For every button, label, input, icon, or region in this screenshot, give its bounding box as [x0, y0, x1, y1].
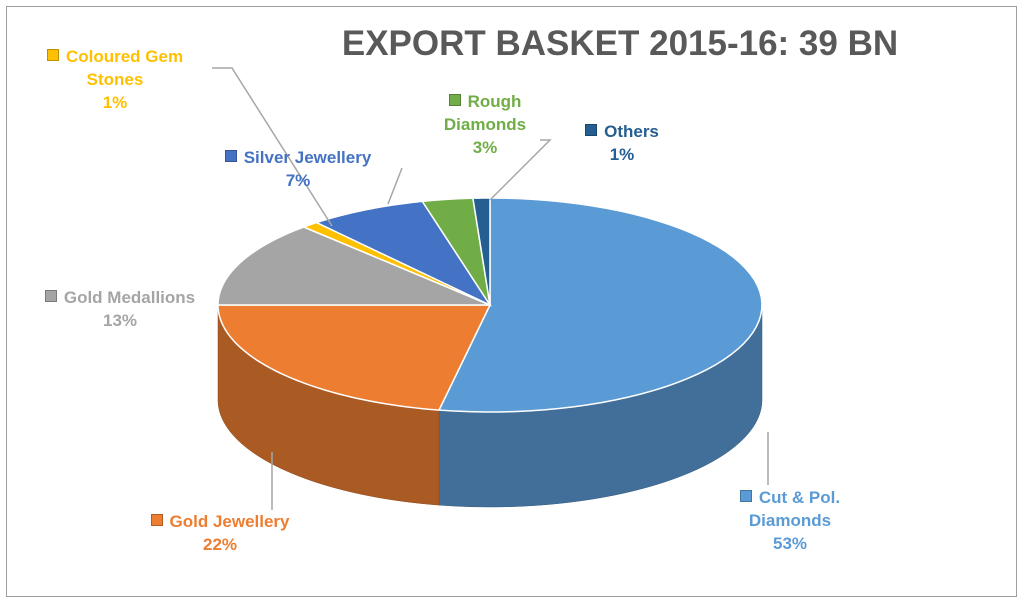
slice	[421, 197, 491, 306]
leader-line	[212, 67, 333, 227]
value-label: 1%	[609, 145, 635, 164]
category-label: Silver Jewellery	[243, 148, 372, 167]
category-label: Gold Jewellery	[169, 512, 290, 531]
data-label: Rough Diamonds 3%	[430, 90, 540, 159]
label-key	[448, 94, 461, 106]
label-name: Others	[562, 120, 682, 143]
label-key	[46, 49, 59, 61]
label-name: Rough Diamonds	[430, 90, 540, 136]
label-name: Gold Medallions	[10, 286, 230, 309]
label-name: Coloured Gem Stones	[25, 45, 205, 91]
data-label: Others 1%	[562, 120, 682, 166]
leader-line	[489, 139, 552, 201]
leader-lines	[212, 67, 769, 510]
chart-title: EXPORT BASKET 2015-16: 39 BN	[341, 24, 899, 63]
value-label: 13%	[102, 311, 138, 330]
slice	[314, 200, 493, 307]
category-label: Cut & Pol. Diamonds	[748, 488, 841, 530]
pie	[217, 197, 763, 508]
data-label: Silver Jewellery 7%	[188, 146, 408, 192]
data-label: Gold Jewellery 22%	[120, 510, 320, 556]
data-label: Gold Medallions 13%	[10, 286, 230, 332]
leader-line	[387, 167, 403, 205]
label-name: Silver Jewellery	[188, 146, 408, 169]
category-label: Rough Diamonds	[443, 92, 527, 134]
label-key	[44, 290, 57, 302]
value-label: 53%	[772, 534, 808, 553]
slice	[217, 304, 492, 411]
data-label: Cut & Pol. Diamonds 53%	[720, 486, 860, 555]
category-label: Others	[604, 122, 659, 141]
label-name: Cut & Pol. Diamonds	[720, 486, 860, 532]
slice	[472, 197, 491, 306]
value-label: 7%	[285, 171, 311, 190]
value-label: 1%	[102, 93, 128, 112]
chart-border	[6, 6, 1017, 597]
label-key	[150, 514, 163, 526]
label-name: Gold Jewellery	[120, 510, 320, 533]
category-label: Gold Medallions	[63, 288, 196, 307]
slice	[301, 221, 491, 306]
slice	[217, 226, 491, 306]
value-label: 3%	[472, 138, 498, 157]
slice	[437, 197, 763, 413]
data-label: Coloured Gem Stones 1%	[25, 45, 205, 114]
label-key	[224, 150, 237, 162]
label-key	[739, 490, 752, 502]
value-label: 22%	[202, 535, 238, 554]
category-label: Coloured Gem Stones	[65, 47, 184, 89]
label-key	[585, 124, 598, 136]
